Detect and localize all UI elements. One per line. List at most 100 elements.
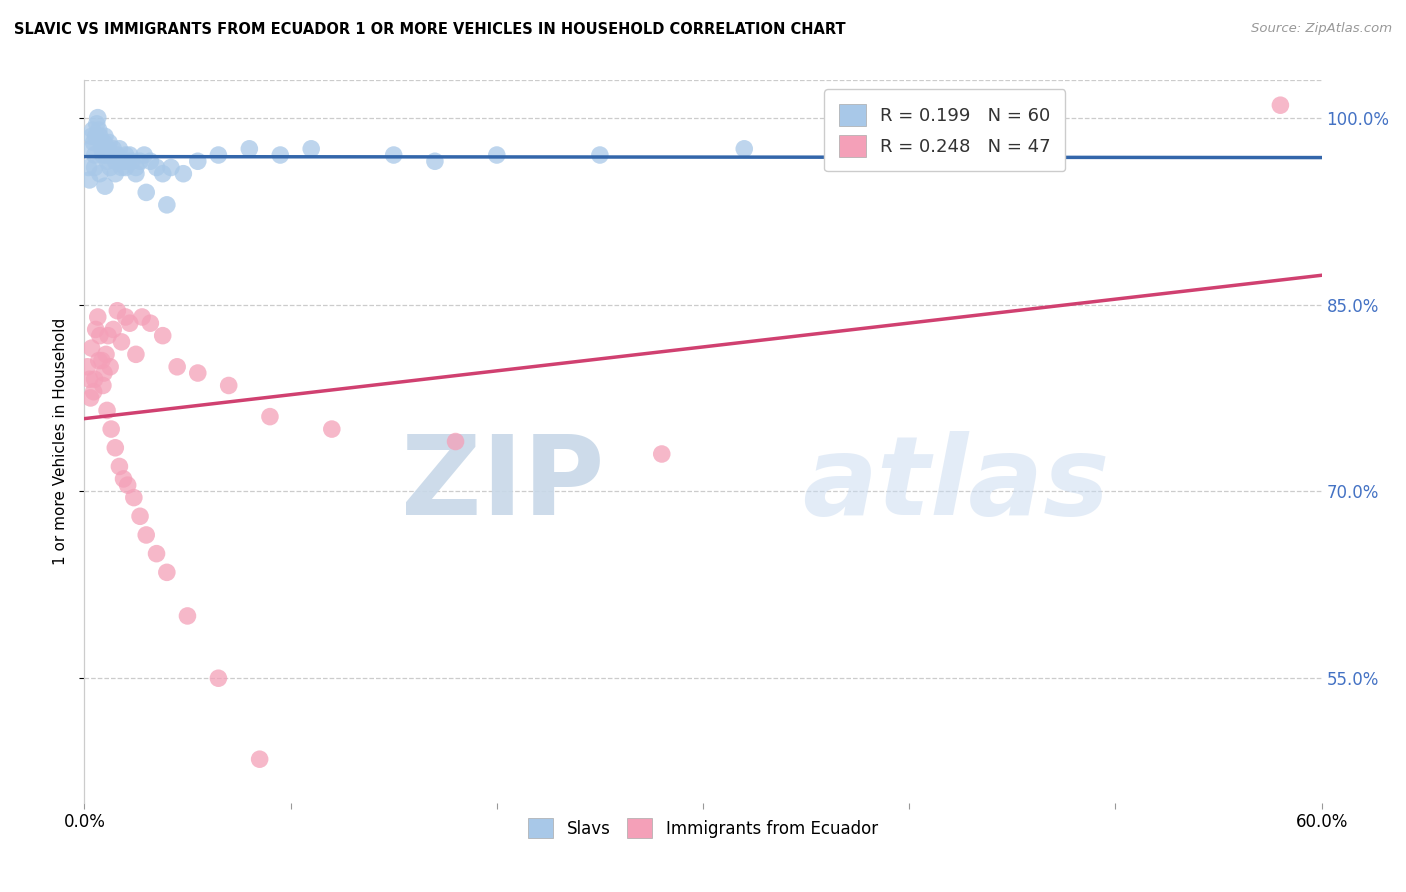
Point [104, 167, 127, 181]
Point [89, 167, 111, 181]
Point [91, 378, 114, 392]
Point [79, 372, 101, 386]
Point [94, 347, 117, 361]
Point [156, 198, 179, 212]
Point [90, 136, 112, 150]
Point [98, 359, 121, 374]
Point [117, 154, 139, 169]
Point [139, 316, 162, 330]
Point [172, 167, 194, 181]
Point [80, 341, 103, 355]
Point [91, 148, 114, 162]
Point [114, 148, 136, 162]
Point [103, 322, 125, 336]
Point [129, 509, 152, 524]
Point [382, 148, 405, 162]
Point [152, 328, 174, 343]
Point [87, 310, 110, 324]
Point [84, 322, 107, 336]
Point [108, 459, 131, 474]
Point [589, 148, 612, 162]
Legend: Slavs, Immigrants from Ecuador: Slavs, Immigrants from Ecuador [522, 812, 884, 845]
Point [187, 154, 209, 169]
Point [121, 154, 143, 169]
Point [134, 148, 156, 162]
Point [104, 154, 127, 169]
Point [160, 161, 183, 175]
Point [110, 334, 132, 349]
Point [249, 752, 271, 766]
Point [110, 161, 132, 175]
Point [86, 117, 108, 131]
Text: atlas: atlas [801, 432, 1109, 539]
Point [651, 447, 673, 461]
Point [79, 173, 101, 187]
Point [139, 154, 162, 169]
Point [105, 148, 128, 162]
Point [423, 154, 446, 169]
Point [93, 136, 115, 150]
Point [77, 161, 100, 175]
Point [89, 129, 111, 144]
Point [97, 142, 120, 156]
Point [83, 148, 105, 162]
Text: SLAVIC VS IMMIGRANTS FROM ECUADOR 1 OR MORE VEHICLES IN HOUSEHOLD CORRELATION CH: SLAVIC VS IMMIGRANTS FROM ECUADOR 1 OR M… [14, 22, 845, 37]
Point [79, 142, 101, 156]
Point [207, 148, 229, 162]
Point [79, 391, 101, 405]
Point [145, 547, 167, 561]
Point [444, 434, 467, 449]
Text: ZIP: ZIP [401, 432, 605, 539]
Point [108, 142, 131, 156]
Point [321, 422, 343, 436]
Point [98, 161, 121, 175]
Point [98, 136, 121, 150]
Point [122, 491, 145, 505]
Point [112, 472, 135, 486]
Point [84, 129, 107, 144]
Point [1270, 98, 1292, 112]
Point [118, 316, 141, 330]
Point [87, 123, 110, 137]
Point [83, 372, 105, 386]
Point [118, 148, 141, 162]
Point [100, 148, 122, 162]
Point [112, 154, 135, 169]
Point [733, 142, 755, 156]
Point [94, 179, 117, 194]
Point [83, 161, 105, 175]
Point [135, 186, 157, 200]
Text: Source: ZipAtlas.com: Source: ZipAtlas.com [1251, 22, 1392, 36]
Point [117, 478, 139, 492]
Point [125, 347, 148, 361]
Point [166, 359, 188, 374]
Point [129, 154, 152, 169]
Point [135, 528, 157, 542]
Point [87, 111, 110, 125]
Point [90, 142, 112, 156]
Point [83, 384, 105, 399]
Point [80, 129, 103, 144]
Point [96, 154, 118, 169]
Point [93, 366, 115, 380]
Point [87, 353, 110, 368]
Point [94, 148, 117, 162]
Point [96, 403, 118, 417]
Point [125, 167, 148, 181]
Point [238, 142, 260, 156]
Point [187, 366, 209, 380]
Point [94, 129, 117, 144]
Point [176, 609, 198, 624]
Point [103, 142, 125, 156]
Point [90, 353, 112, 368]
Point [114, 161, 136, 175]
Point [1001, 148, 1024, 162]
Point [207, 671, 229, 685]
Point [76, 359, 98, 374]
Point [83, 136, 105, 150]
Point [269, 148, 291, 162]
Point [100, 422, 122, 436]
Point [485, 148, 508, 162]
Point [145, 161, 167, 175]
Point [125, 161, 148, 175]
